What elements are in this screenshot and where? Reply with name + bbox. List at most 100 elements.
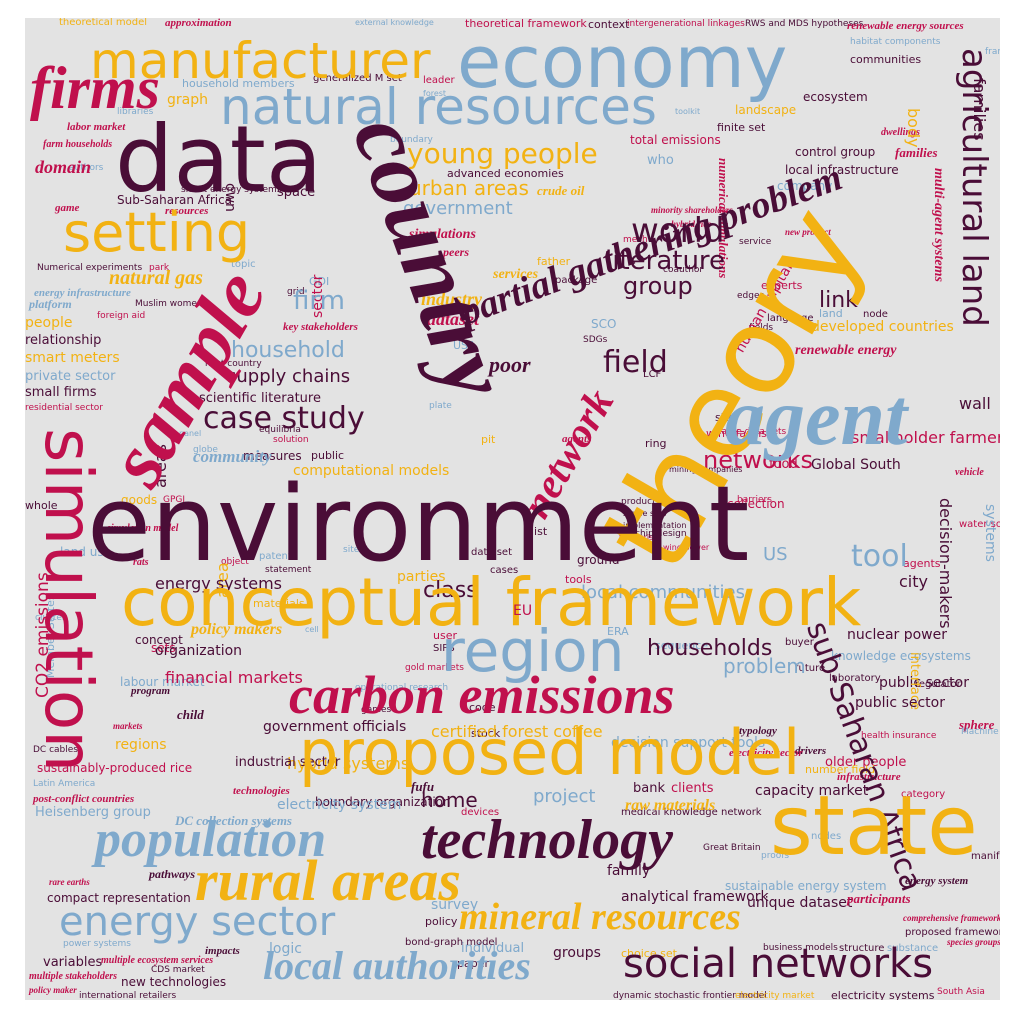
word-rats: rats	[133, 557, 149, 568]
word-public-sector: public sector	[879, 675, 969, 691]
word-analytical-framework: analytical framework	[621, 889, 769, 905]
word-industrial-sector: industrial sector	[235, 755, 341, 770]
word-labour-market: labour market	[120, 675, 205, 689]
word-multi-agent-systems: multi-agent systems	[931, 168, 946, 282]
word-intergenerational-linkages: intergenerational linkages	[627, 19, 745, 29]
word-external-knowledge: external knowledge	[355, 18, 434, 27]
word-carbon-emissions: carbon emissions	[289, 665, 675, 725]
word-group: group	[623, 272, 693, 300]
word-energy-system: energy system	[905, 875, 969, 887]
word-sequence: sequence	[655, 639, 709, 652]
word-technology: technology	[421, 809, 673, 871]
word-computational-models: computational models	[293, 463, 450, 479]
word-compact-representation: compact representation	[47, 891, 191, 905]
word-water-sources: water sources	[959, 519, 1000, 530]
word-unique-dataset: unique dataset	[747, 895, 853, 911]
word-substance: substance	[887, 943, 939, 954]
word-cases: cases	[490, 565, 519, 576]
word-new-product: new product	[785, 227, 831, 237]
word-framing: framing	[985, 47, 1000, 57]
word-pit: pit	[481, 433, 496, 446]
word-child: child	[177, 707, 204, 722]
word-individual: individual	[461, 941, 525, 956]
word-raw-materials: raw materials	[625, 797, 716, 814]
word-regions: regions	[115, 737, 167, 753]
word-buyer: buyer	[785, 637, 814, 648]
word-solution: solution	[273, 435, 309, 445]
word-services: services	[493, 267, 539, 282]
word-list: list	[531, 525, 548, 538]
word-edges: edges	[737, 291, 765, 301]
word-relationship: relationship	[25, 333, 102, 348]
word-groups: groups	[553, 945, 601, 961]
word-literature: literature	[605, 246, 726, 276]
word-developed-countries: developed countries	[811, 319, 954, 335]
word-vehicle: vehicle	[955, 467, 984, 478]
word-urban-areas: urban areas	[409, 176, 529, 200]
word-community: community	[193, 447, 272, 466]
word-libraries: libraries	[117, 107, 154, 117]
word-scientific-literature: scientific literature	[199, 391, 321, 406]
word-comprehensive-framework: comprehensive framework	[903, 913, 1000, 923]
word-natural-resources: natural resources	[220, 78, 657, 136]
word-smallholder-farmers: smallholder farmers	[851, 428, 1000, 447]
word-great-britain: Great Britain	[703, 843, 761, 853]
word-new-technologies: new technologies	[121, 975, 227, 989]
word-food: food	[769, 457, 798, 472]
word-renewable-energy: renewable energy	[795, 343, 897, 358]
word-simulation-model: simulation model	[107, 523, 179, 534]
word-electricity-system: electricity system	[277, 797, 402, 813]
word-fufu: fufu	[411, 779, 435, 794]
word-state: state	[770, 779, 978, 874]
word-public-sector-2: public sector	[855, 695, 945, 711]
word-sustainably-produced-rice: sustainably-produced rice	[37, 761, 193, 775]
word-service: service	[739, 237, 772, 247]
word-goods: goods	[121, 493, 158, 507]
word-policy: policy	[425, 915, 458, 928]
word-program: program	[131, 685, 171, 697]
word-father: father	[537, 255, 571, 268]
word-language: language	[767, 313, 814, 324]
word-user: user	[433, 629, 457, 642]
word-families: families	[895, 145, 938, 160]
word-body: body	[904, 108, 923, 148]
word-environment: environment	[87, 463, 750, 585]
word-hybrid-rice: hybrid rice	[671, 219, 712, 229]
word-stable-sets: stable sets	[623, 509, 667, 518]
word-chip-design: chip design	[635, 529, 687, 539]
word-home: home	[421, 788, 478, 812]
word-paper: paper	[457, 957, 489, 970]
word-implementation: implementation	[623, 521, 687, 530]
word-ground: ground	[577, 553, 620, 567]
word-space: space	[277, 185, 316, 200]
word-finite-set: finite set	[717, 121, 766, 134]
word-parties: parties	[397, 569, 446, 585]
word-forest: forest	[423, 89, 447, 98]
word-industry: industry	[421, 289, 483, 309]
word-family: family	[607, 863, 651, 879]
word-species-groups: species groups	[947, 937, 1000, 947]
word-local-authorities: local authorities	[263, 943, 531, 988]
word-cluster: cluster	[35, 613, 66, 623]
word-agent: agent	[725, 374, 908, 462]
word-bond-graph-model: bond-graph model	[405, 937, 498, 948]
word-sdgs: SDGs	[583, 335, 608, 345]
word-region: region	[441, 617, 625, 685]
word-technologies: technologies	[233, 785, 290, 797]
word-ecosystem: ecosystem	[803, 90, 868, 104]
word-sphere: sphere	[959, 717, 995, 732]
word-regulator: regulator	[915, 679, 961, 690]
word-boundary-organization: boundary organization	[315, 795, 451, 809]
word-infrastructure: infrastructure	[837, 771, 901, 783]
word-case-study: case study	[203, 401, 365, 436]
word-approximation: approximation	[165, 18, 232, 29]
word-social-networks: social networks	[623, 941, 934, 987]
word-measures: measures	[243, 449, 302, 463]
word-host-country: host country	[205, 359, 262, 369]
word-communities: communities	[850, 53, 922, 66]
word-participants: participants	[847, 891, 911, 906]
word-small-firms: small firms	[25, 385, 97, 400]
word-lcf: LCF	[643, 369, 662, 380]
word-private-sector: private sector	[25, 369, 116, 384]
word-electricity-systems: electricity systems	[831, 989, 935, 1000]
